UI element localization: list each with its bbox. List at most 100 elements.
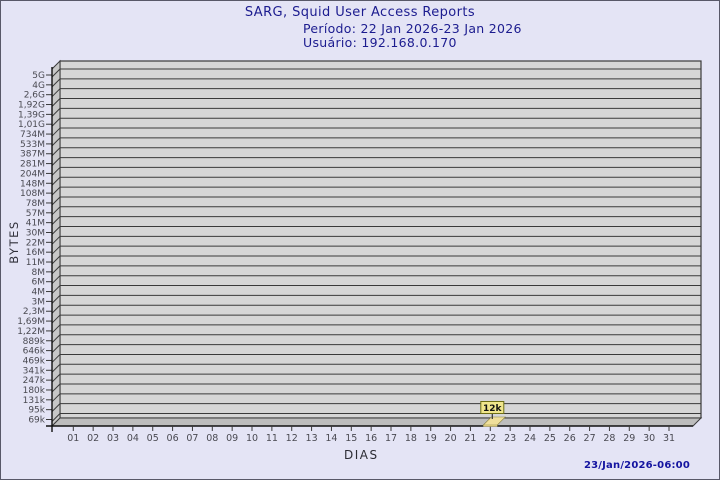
wall-slant-line: [51, 98, 61, 107]
wall-slant-line: [51, 363, 61, 373]
x-tick-label: 08: [206, 433, 218, 444]
wall-slant-line: [51, 88, 61, 98]
x-tick-label: 06: [167, 433, 179, 444]
wall-slant-line: [51, 196, 61, 206]
x-tick-label: 14: [325, 433, 337, 444]
y-tick-label: 646k: [23, 347, 46, 357]
x-tick-label: 15: [345, 433, 357, 444]
y-tick-label: 1,69M: [17, 317, 45, 327]
x-tick-label: 30: [643, 433, 655, 444]
x-tick-label: 04: [127, 433, 139, 444]
y-tick-label: 180k: [23, 386, 46, 396]
x-tick-label: 24: [524, 433, 536, 444]
y-tick-label: 734M: [20, 130, 45, 140]
report-user: Usuário: 192.168.0.170: [303, 35, 457, 50]
wall-slant-line: [51, 157, 61, 166]
y-tick-label: 57M: [26, 209, 45, 219]
x-tick-label: 01: [67, 433, 79, 444]
x-tick-label: 07: [186, 433, 198, 444]
wall-slant-line: [51, 206, 61, 216]
y-tick-label: 1,01G: [18, 120, 45, 130]
x-tick-label: 16: [365, 433, 377, 444]
report-period: Período: 22 Jan 2026-23 Jan 2026: [303, 21, 522, 36]
x-tick-label: 19: [425, 433, 437, 444]
plot-area: [59, 60, 702, 419]
x-tick-label: 27: [584, 433, 596, 444]
y-tick-label: 1,92G: [18, 101, 45, 111]
wall-slant-line: [51, 344, 61, 353]
x-tick-label: 13: [306, 433, 318, 444]
wall-slant-line: [51, 304, 61, 314]
wall-slant-line: [51, 393, 61, 403]
y-tick-label: 1,22M: [17, 327, 45, 337]
x-tick-label: 02: [87, 433, 99, 444]
wall-slant-line: [51, 334, 61, 344]
y-tick-label: 108M: [20, 189, 45, 199]
wall-slant-line: [51, 235, 61, 245]
wall-slant-line: [51, 403, 61, 413]
y-tick-label: 387M: [20, 150, 45, 160]
bar-front-face: [483, 425, 498, 427]
wall-slant-line: [51, 78, 61, 88]
wall-slant-line: [51, 68, 61, 78]
y-tick-label: 2,6G: [24, 91, 45, 101]
y-tick-label: 22M: [26, 238, 45, 248]
wall-slant-line: [51, 216, 61, 225]
x-tick-label: 20: [445, 433, 457, 444]
y-tick-label: 11M: [26, 258, 45, 268]
page-title: SARG, Squid User Access Reports: [244, 5, 476, 20]
y-tick-label: 341k: [23, 366, 46, 376]
x-tick-label: 09: [226, 433, 238, 444]
wall-slant-line: [51, 373, 61, 383]
y-tick-label: 95k: [28, 406, 45, 416]
wall-slant-line: [51, 383, 61, 393]
wall-slant-line: [51, 108, 61, 117]
y-tick-label: 247k: [23, 376, 46, 386]
x-tick-label: 11: [266, 433, 278, 444]
wall-slant-line: [51, 137, 61, 147]
y-tick-label: 69k: [28, 416, 45, 426]
y-tick-label: 533M: [20, 140, 45, 150]
x-tick-label: 03: [107, 433, 119, 444]
x-axis-title: DIAS: [344, 448, 379, 462]
y-tick-label: 8M: [32, 268, 46, 278]
x-tick-label: 05: [147, 433, 159, 444]
point-label-box: [480, 401, 505, 414]
y-tick-label: 41M: [26, 219, 45, 229]
x-tick-label: 29: [623, 433, 635, 444]
y-tick-label: 1,39G: [18, 110, 45, 120]
x-tick-label: 31: [663, 433, 675, 444]
point-label: 12k: [483, 404, 503, 414]
wall-slant-line: [51, 186, 61, 196]
wall-slant-line: [51, 245, 61, 255]
floor-3d: [50, 417, 703, 427]
x-tick-label: 12: [286, 433, 298, 444]
y-axis-title: BYTES: [7, 220, 21, 264]
y-tick-label: 30M: [26, 228, 45, 238]
wall-slant-line: [51, 255, 61, 265]
x-tick-label: 28: [603, 433, 615, 444]
x-tick-label: 26: [564, 433, 576, 444]
y-tick-label: 16M: [26, 248, 45, 258]
wall-slant-line: [51, 226, 61, 235]
wall-slant-line: [51, 413, 61, 422]
x-tick-label: 10: [246, 433, 258, 444]
wall-slant-line: [51, 324, 61, 334]
y-tick-label: 4G: [32, 81, 45, 91]
wall-slant-line: [51, 176, 61, 186]
x-tick-label: 17: [385, 433, 397, 444]
wall-slant-line: [51, 117, 61, 127]
y-tick-label: 281M: [20, 160, 45, 170]
wall-slant-line: [51, 265, 61, 275]
wall-slant-line: [51, 354, 61, 363]
y-tick-label: 204M: [20, 169, 45, 179]
wall-slant-line: [51, 147, 61, 157]
y-tick-label: 78M: [26, 199, 45, 209]
generation-timestamp: 23/Jan/2026-06:00: [583, 460, 690, 471]
wall-slant-line: [51, 275, 61, 285]
y-tick-label: 469k: [23, 356, 46, 366]
wall-slant-line: [51, 295, 61, 304]
wall-slant-line: [51, 285, 61, 294]
